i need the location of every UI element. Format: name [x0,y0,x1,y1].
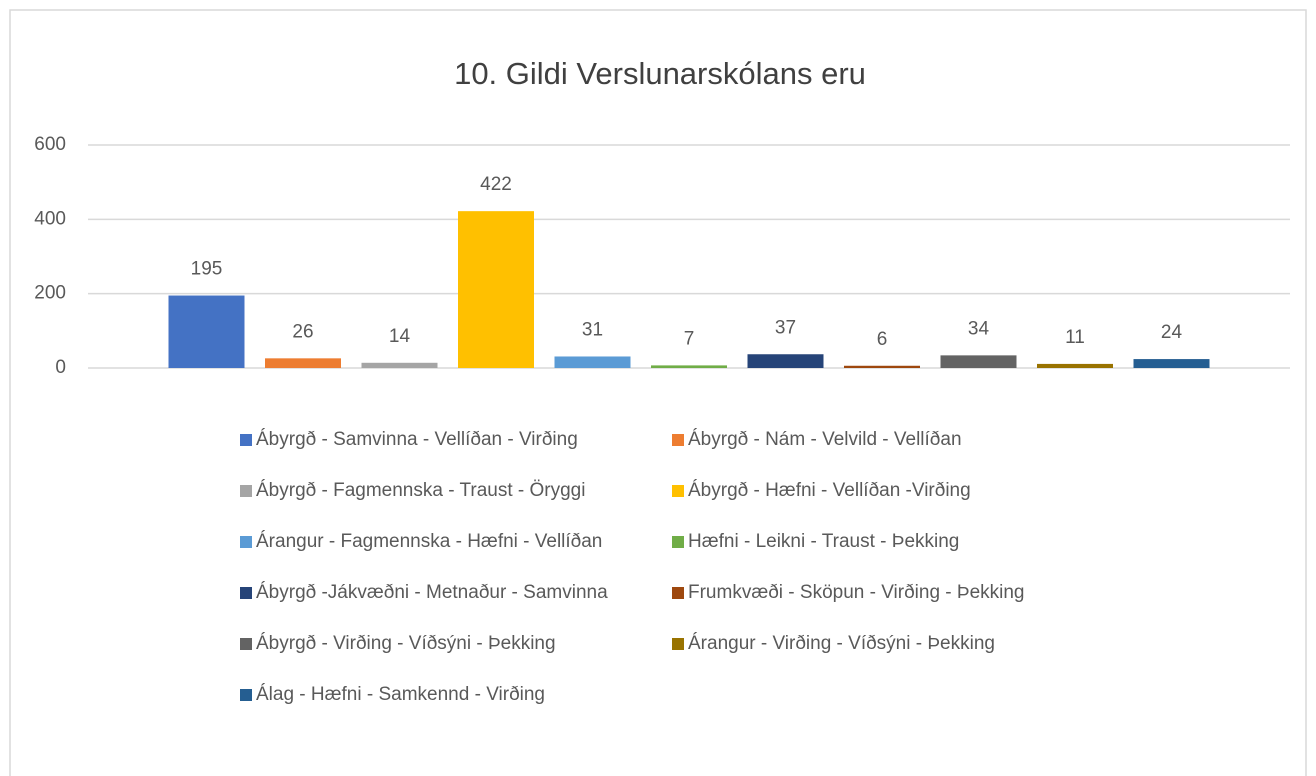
legend-label: Hæfni - Leikni - Traust - Þekking [688,531,959,552]
data-label: 6 [877,329,888,350]
bar [265,358,341,368]
data-label: 14 [389,326,411,347]
legend-swatch [672,485,684,497]
data-label: 11 [1065,327,1085,348]
legend-label: Ábyrgð - Virðing - Víðsýni - Þekking [256,633,556,654]
bar [361,362,438,368]
legend-swatch [672,434,684,446]
data-label: 34 [968,318,990,339]
data-label: 195 [191,259,223,280]
legend-label: Ábyrgð -Jákvæðni - Metnaður - Samvinna [256,582,608,603]
bar [651,365,727,368]
legend-label: Ábyrgð - Nám - Velvild - Vellíðan [688,429,962,450]
legend-label: Frumkvæði - Sköpun - Virðing - Þekking [688,582,1025,603]
data-label: 26 [292,321,313,342]
data-label: 422 [480,174,512,195]
bar [940,355,1017,368]
bar [1133,359,1210,368]
bar [168,295,245,368]
chart-frame [9,9,1307,776]
legend-label: Ábyrgð - Fagmennska - Traust - Öryggi [256,480,585,501]
legend-label: Ábyrgð - Hæfni - Vellíðan -Virðing [688,480,971,501]
data-label: 37 [775,317,796,338]
legend-swatch [240,434,252,446]
data-label: 7 [684,328,695,349]
y-tick-label: 600 [34,134,66,155]
bar [844,365,920,368]
legend-swatch [240,536,252,548]
chart-title: 10. Gildi Verslunarskólans eru [454,56,866,91]
legend-label: Ábyrgð - Samvinna - Vellíðan - Virðing [256,429,578,450]
data-label: 31 [582,319,603,340]
legend-swatch [240,638,252,650]
legend-swatch [672,536,684,548]
data-label: 24 [1161,322,1183,343]
bar [458,211,534,368]
legend-swatch [240,587,252,599]
y-tick-label: 0 [55,357,66,378]
legend-label: Álag - Hæfni - Samkennd - Virðing [256,684,545,705]
legend-swatch [672,638,684,650]
bar [1037,363,1113,368]
legend-swatch [672,587,684,599]
y-tick-label: 200 [34,283,66,304]
legend-label: Árangur - Fagmennska - Hæfni - Vellíðan [256,531,602,552]
y-tick-label: 400 [34,208,66,229]
bar [747,354,824,368]
legend-swatch [240,689,252,701]
legend-label: Árangur - Virðing - Víðsýni - Þekking [688,633,995,654]
bar [554,356,631,368]
legend-swatch [240,485,252,497]
